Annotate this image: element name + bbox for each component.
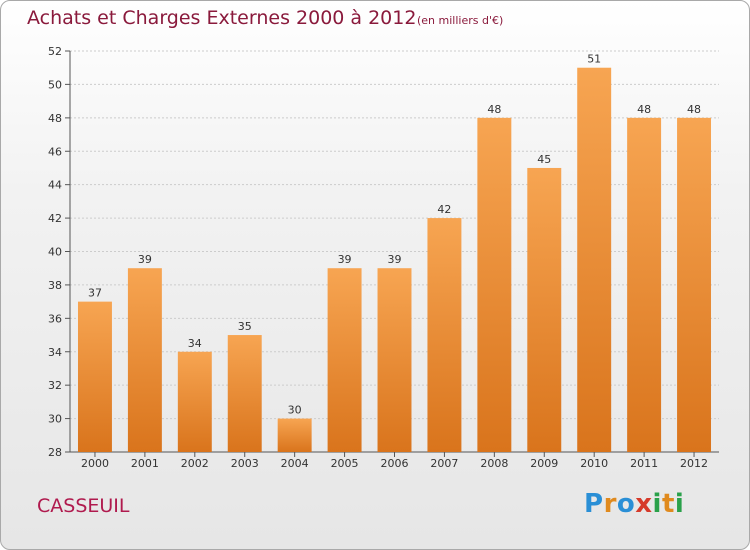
bar (227, 335, 262, 452)
x-tick-label: 2004 (281, 457, 309, 470)
y-tick-label: 32 (48, 379, 62, 392)
x-tick-label: 2002 (181, 457, 209, 470)
data-label: 51 (587, 53, 601, 66)
logo-letter: o (616, 489, 636, 519)
data-label: 48 (637, 103, 651, 116)
bar (527, 167, 562, 453)
data-label: 30 (288, 404, 302, 417)
x-tick-label: 2010 (580, 457, 608, 470)
logo-letter: i (674, 489, 685, 519)
bar (477, 117, 512, 452)
x-tick-label: 2008 (480, 457, 508, 470)
bar (77, 301, 112, 452)
proxiti-logo[interactable]: Proxiti (584, 489, 684, 519)
x-tick-label: 2003 (231, 457, 259, 470)
x-tick-label: 2006 (381, 457, 409, 470)
data-label: 39 (388, 253, 402, 266)
bar (577, 67, 612, 452)
logo-letter: x (635, 489, 653, 519)
data-label: 48 (487, 103, 501, 116)
chart-title: Achats et Charges Externes 2000 à 2012 (27, 7, 417, 29)
x-tick-label: 2005 (331, 457, 359, 470)
logo-letter: i (652, 489, 662, 519)
data-label: 34 (188, 337, 202, 350)
data-label: 35 (238, 320, 252, 333)
y-tick-label: 28 (48, 446, 62, 459)
bar (677, 117, 712, 452)
y-tick-label: 40 (48, 246, 62, 259)
bars (77, 67, 712, 453)
data-label: 39 (338, 253, 352, 266)
y-tick-label: 38 (48, 279, 62, 292)
data-label: 42 (437, 203, 451, 216)
bar (627, 117, 662, 452)
bar (277, 418, 312, 452)
bar (427, 218, 462, 452)
data-label: 45 (537, 153, 551, 166)
x-tick-label: 2001 (131, 457, 159, 470)
x-tick-label: 2012 (680, 457, 708, 470)
commune-name: CASSEUIL (37, 495, 130, 517)
data-label: 48 (687, 103, 701, 116)
y-tick-label: 36 (48, 312, 62, 325)
y-tick-label: 42 (48, 212, 62, 225)
y-tick-label: 52 (48, 45, 62, 58)
logo-letter: r (603, 489, 617, 519)
data-label: 37 (88, 287, 102, 300)
bar (177, 351, 212, 452)
chart-subtitle: (en milliers d'€) (417, 14, 504, 27)
x-tick-label: 2007 (430, 457, 458, 470)
y-tick-label: 34 (48, 346, 62, 359)
logo-letter: t (661, 489, 675, 519)
bar (127, 268, 162, 452)
logo-letter: P (584, 489, 604, 519)
y-tick-label: 50 (48, 78, 62, 91)
x-tick-label: 2011 (630, 457, 658, 470)
axes: 28 30 32 34 36 38 40 42 44 46 48 50 52 2000 2001 2002 20… (48, 45, 719, 470)
x-tick-label: 2009 (530, 457, 558, 470)
bar (327, 268, 362, 452)
data-label: 39 (138, 253, 152, 266)
x-tick-label: 2000 (81, 457, 109, 470)
y-tick-label: 46 (48, 145, 62, 158)
y-tick-label: 48 (48, 112, 62, 125)
data-labels: 37 39 34 35 30 39 39 42 48 45 51 48 48 (88, 53, 701, 417)
y-tick-label: 30 (48, 413, 62, 426)
y-tick-label: 44 (48, 179, 62, 192)
bar (377, 268, 412, 452)
